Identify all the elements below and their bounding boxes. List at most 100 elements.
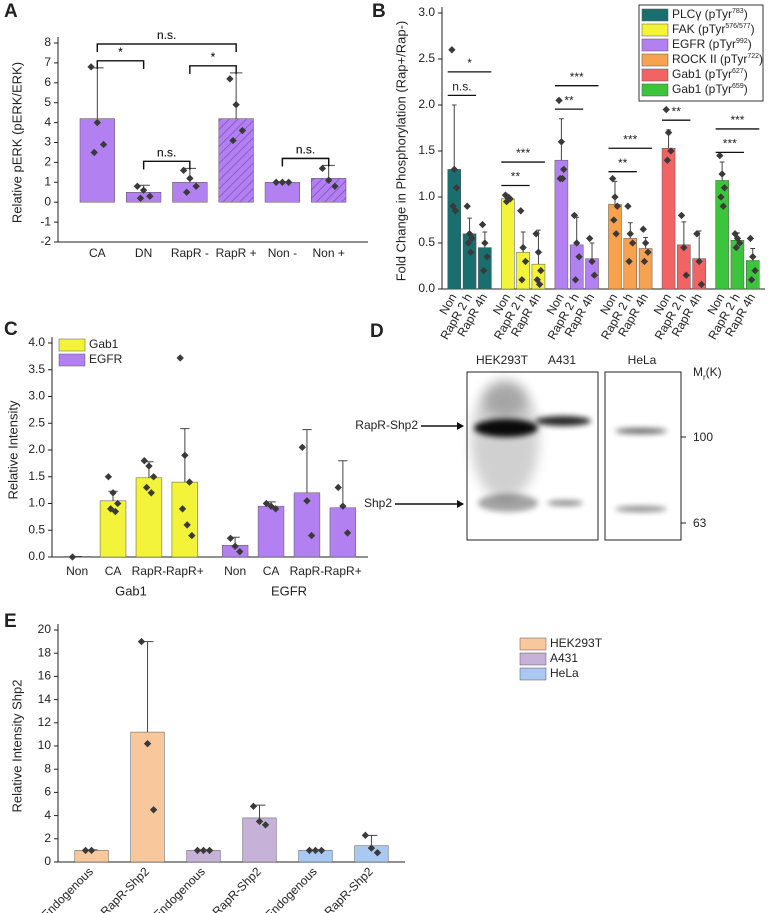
- y-tick-label: 8: [44, 761, 51, 775]
- error-bar: [536, 229, 541, 265]
- legend-suffix: ): [744, 67, 748, 81]
- significance-label: ***: [623, 132, 637, 146]
- data-point: [532, 230, 540, 238]
- data-point: [249, 802, 258, 810]
- data-point: [87, 63, 95, 71]
- data-point: [560, 165, 568, 174]
- legend-suffix: ): [751, 22, 755, 36]
- data-point: [610, 216, 618, 224]
- data-point: [717, 193, 725, 201]
- error-bar: [681, 221, 687, 245]
- significance-label: ***: [516, 146, 530, 160]
- y-tick-label: 12: [38, 715, 52, 729]
- data-point: [480, 266, 488, 275]
- data-point: [451, 207, 460, 215]
- lane-label: HeLa: [628, 353, 657, 367]
- x-tick-label: RapR -: [171, 246, 209, 260]
- y-tick-label: 2.0: [28, 442, 45, 456]
- data-point: [732, 243, 740, 252]
- significance-label: n.s.: [157, 146, 176, 160]
- data-point: [236, 547, 244, 556]
- error-bar: [141, 641, 154, 733]
- data-point: [682, 271, 690, 279]
- x-tick-label: RapR +: [216, 246, 257, 260]
- significance-line: [281, 157, 330, 167]
- marker-label: 63: [693, 516, 707, 530]
- data-point: [585, 234, 594, 243]
- legend-label: HeLa: [550, 666, 579, 680]
- data-point: [719, 202, 727, 210]
- data-point: [307, 531, 316, 540]
- data-point: [68, 553, 77, 561]
- data-point: [639, 225, 647, 233]
- data-point: [145, 462, 153, 470]
- data-point: [226, 534, 235, 542]
- legend-entry: FAK (pTyr576/577): [672, 22, 755, 36]
- data-point: [570, 211, 579, 220]
- y-tick-label: 6: [44, 75, 51, 89]
- y-tick-label: 2.5: [28, 415, 45, 429]
- data-point: [149, 473, 158, 481]
- y-tick-label: 0: [44, 194, 51, 208]
- bar: [569, 244, 584, 290]
- y-tick-label: 2: [44, 155, 51, 169]
- data-point: [114, 499, 122, 508]
- y-tick-label: 3.0: [28, 389, 45, 403]
- significance-line: [142, 160, 191, 170]
- x-tick-label: RapR-Shp2: [322, 864, 376, 913]
- x-tick-label: CA: [105, 564, 122, 578]
- data-point: [81, 846, 90, 855]
- lane-label: HEK293T: [476, 353, 529, 367]
- significance-label: n.s.: [157, 28, 176, 42]
- y-tick-label: 0: [44, 854, 51, 868]
- data-point: [284, 178, 293, 186]
- y-axis-label: Relative Intensity: [5, 400, 20, 499]
- group-label: EGFR: [271, 583, 307, 598]
- data-point: [90, 148, 98, 157]
- data-point: [573, 239, 581, 247]
- y-tick-label: 1: [44, 174, 51, 188]
- legend-label: Gab1 (pTyr: [672, 82, 732, 96]
- panel-label: B: [372, 1, 386, 22]
- significance-label: n.s.: [157, 28, 176, 42]
- data-point: [695, 257, 703, 266]
- data-point: [232, 101, 240, 109]
- y-tick-label: 3: [44, 135, 51, 149]
- arrow-head: [457, 500, 464, 508]
- bar: [661, 147, 676, 290]
- data-point: [555, 96, 563, 105]
- legend-label: Gab1: [89, 337, 119, 351]
- error-bar: [589, 242, 595, 259]
- mass-sub: r: [703, 373, 706, 382]
- legend-suffix: ): [744, 7, 748, 21]
- y-tick-label: -2: [40, 234, 51, 248]
- y-tick-label: 4: [44, 115, 51, 129]
- legend-entry: HEK293T: [550, 636, 603, 650]
- y-tick-label: 3.5: [28, 362, 45, 376]
- data-point: [537, 266, 545, 275]
- data-point: [481, 239, 489, 247]
- data-point: [588, 257, 596, 266]
- significance-line: [96, 43, 237, 52]
- data-point: [448, 46, 456, 54]
- y-tick-label: 10: [38, 738, 52, 752]
- group-label: Gab1: [115, 583, 147, 598]
- data-point: [183, 521, 191, 529]
- mass-suffix: (K): [706, 365, 722, 379]
- data-point: [611, 193, 619, 201]
- legend-label: Gab1 (pTyr: [672, 67, 732, 81]
- legend-label: PLCγ (pTyr: [672, 7, 732, 21]
- band-label: RapR-Shp2: [355, 418, 418, 432]
- data-point: [662, 105, 670, 114]
- lane-label: A431: [548, 353, 576, 367]
- x-tick-label: RapR+: [166, 564, 204, 578]
- x-tick-label: RapR-: [132, 564, 167, 578]
- data-point: [608, 174, 617, 183]
- bar: [257, 505, 285, 558]
- significance-line: [189, 65, 237, 74]
- y-tick-label: 1.5: [28, 469, 45, 483]
- y-axis-label: Relative pERK (pERK/ERK): [9, 62, 24, 223]
- data-point: [518, 276, 526, 284]
- y-tick-label: 4.0: [28, 335, 45, 349]
- bar: [135, 477, 163, 558]
